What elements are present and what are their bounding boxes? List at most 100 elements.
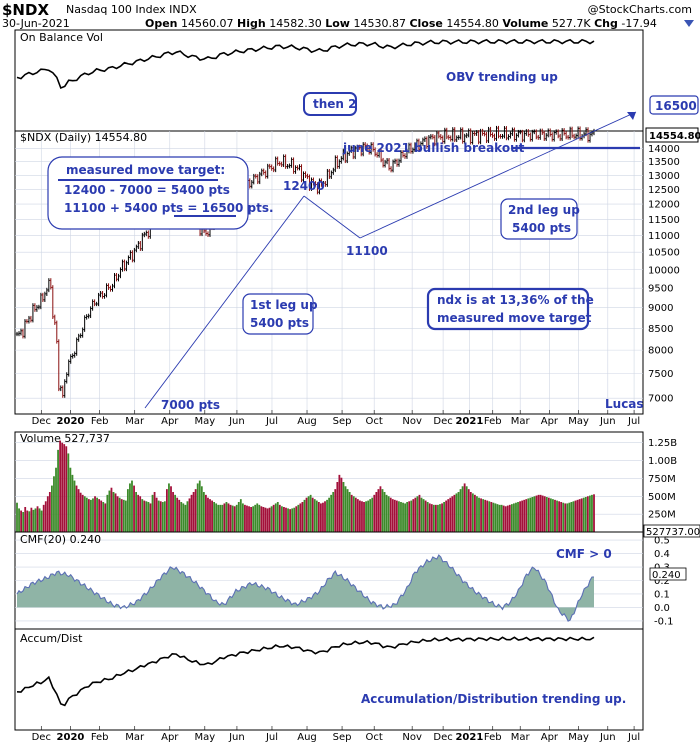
volume-bar: [377, 489, 380, 532]
brand-watermark[interactable]: @StockCharts.com: [587, 3, 692, 16]
volume-bar: [168, 483, 170, 532]
volume-bar: [543, 496, 546, 532]
volume-bar: [258, 504, 261, 532]
volume-bar: [36, 506, 39, 532]
obv-trend-annotation: OBV trending up: [446, 70, 558, 84]
ad-note: Accumulation/Distribution trending up.: [361, 692, 626, 706]
volume-bar: [591, 494, 593, 532]
volume-bar: [332, 492, 335, 532]
volume-bar: [274, 503, 277, 532]
price-y-tick: 11000: [648, 231, 680, 242]
volume-bar: [51, 485, 53, 532]
volume-bar: [535, 495, 538, 532]
price-y-tick: 14000: [648, 144, 680, 155]
volume-bar: [558, 501, 560, 532]
volume-bar: [552, 499, 554, 532]
volume-bar: [373, 494, 376, 532]
volume-bar: [576, 499, 579, 532]
volume-bar: [131, 480, 133, 532]
cmf-y-tick: 0.2: [654, 576, 670, 587]
target-label: 16500: [655, 99, 697, 113]
volume-bar: [34, 508, 37, 532]
volume-bar: [500, 504, 503, 532]
bottom-x-tick-label: Feb: [484, 732, 502, 743]
volume-bar: [26, 510, 29, 532]
obv-line: [16, 38, 595, 90]
price-y-tick: 13000: [648, 171, 680, 182]
volume-bar: [361, 501, 363, 532]
volume-bar: [395, 500, 398, 532]
volume-bar: [221, 504, 224, 532]
volume-bar: [244, 504, 246, 532]
volume-bar: [490, 502, 493, 532]
volume-bar: [73, 480, 76, 532]
volume-bar: [519, 501, 521, 532]
volume-bar: [278, 504, 281, 532]
volume-panel-label: Volume 527,737: [20, 432, 110, 445]
volume-bar: [40, 510, 43, 532]
volume-bar: [482, 499, 485, 532]
dropdown-triangle-icon[interactable]: [684, 20, 694, 27]
volume-bar: [44, 501, 47, 532]
price-x-tick-label: Mar: [511, 416, 531, 427]
volume-bar: [410, 500, 413, 532]
volume-bar: [521, 500, 524, 532]
volume-bar: [165, 489, 168, 532]
volume-bar: [246, 505, 248, 532]
volume-bar: [574, 500, 577, 532]
volume-bar: [469, 492, 472, 532]
volume-bar: [517, 502, 519, 532]
volume-bar: [356, 499, 359, 532]
volume-bar: [547, 497, 550, 532]
volume-bar: [237, 502, 240, 532]
volume-bar: [114, 493, 117, 532]
volume-bar: [525, 499, 528, 532]
volume-bar: [61, 442, 64, 532]
volume-bar: [104, 503, 107, 532]
volume-bar: [32, 509, 35, 532]
volume-bar: [391, 499, 394, 532]
last-volume-box: [643, 524, 700, 538]
volume-bar: [527, 498, 530, 532]
volume-y-tick: 1.00B: [648, 456, 677, 467]
volume-bar: [239, 499, 242, 532]
volume-bar: [582, 497, 585, 532]
volume-bar: [303, 499, 306, 532]
volume-bar: [344, 486, 347, 532]
price-y-tick: 10500: [648, 248, 680, 259]
volume-bar: [510, 504, 513, 532]
volume-bar: [235, 504, 238, 532]
target-box: [649, 95, 699, 115]
volume-bar: [126, 489, 129, 532]
volume-bar: [299, 503, 302, 532]
volume-bar: [233, 506, 236, 532]
measured-move-title: measured move target:: [66, 163, 225, 177]
volume-bar: [96, 497, 98, 532]
volume-bar: [287, 508, 289, 532]
price-x-tick-label: Nov: [402, 416, 422, 427]
price-x-tick-label: Dec: [32, 416, 51, 427]
bottom-x-tick-label: Aug: [297, 732, 317, 743]
mm-line2-b: 16500 pts.: [202, 201, 274, 215]
volume-bar: [215, 503, 218, 532]
volume-bar: [143, 500, 146, 532]
volume-bar: [455, 493, 458, 532]
volume-bar: [83, 496, 86, 532]
volume-bar: [139, 496, 142, 532]
price-y-tick: 12000: [648, 200, 680, 211]
peak-annotation: 12400: [283, 179, 325, 193]
volume-bar: [291, 508, 294, 532]
volume-bar: [295, 506, 298, 532]
author-label: Lucas: [605, 397, 644, 411]
volume-bar: [268, 507, 271, 532]
volume-bar: [408, 501, 411, 532]
volume-bar: [48, 492, 51, 532]
price-y-tick: 11500: [648, 215, 680, 226]
price-x-tick-label: Dec: [433, 416, 452, 427]
volume-bar: [328, 497, 331, 532]
volume-bar: [289, 509, 291, 532]
volume-bar: [155, 497, 158, 532]
volume-bar: [172, 492, 174, 532]
low-annotation: 7000 pts: [161, 398, 220, 412]
